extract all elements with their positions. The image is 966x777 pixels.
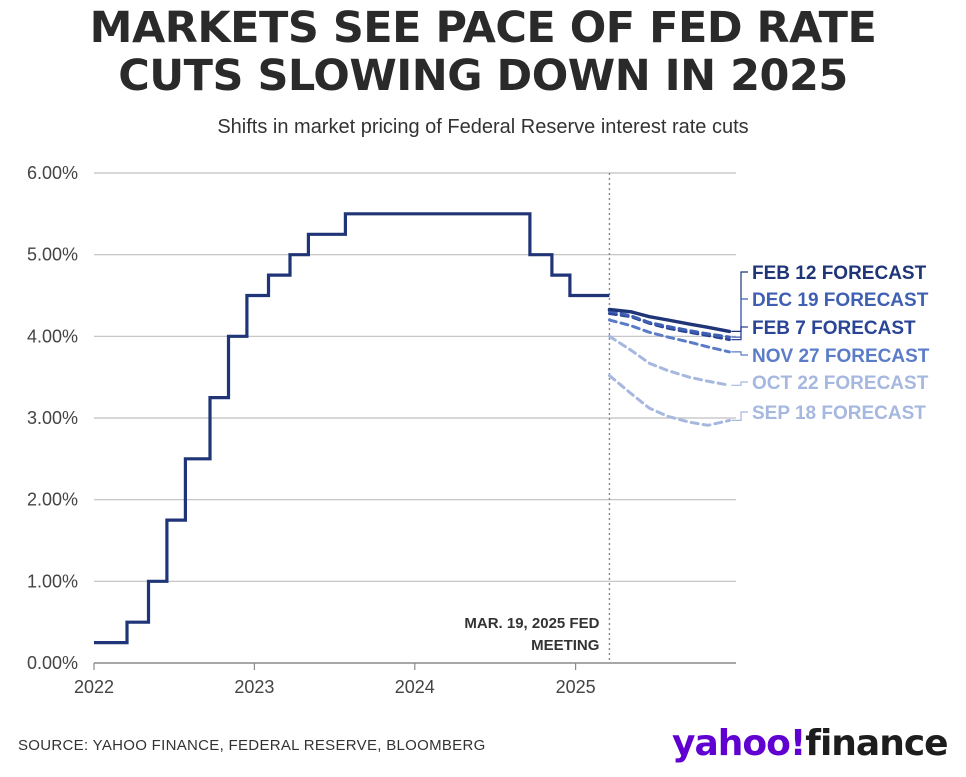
x-tick-label: 2022 bbox=[74, 677, 114, 697]
x-tick-label: 2023 bbox=[234, 677, 274, 697]
forecast-line-nov-27-forecast bbox=[607, 318, 731, 354]
forecast-line-dec-19-forecast bbox=[607, 309, 731, 339]
forecast-line-sep-18-forecast bbox=[607, 374, 731, 427]
forecast-leader-line bbox=[731, 351, 748, 356]
y-tick-label: 1.00% bbox=[27, 571, 78, 591]
forecast-leader-line bbox=[731, 411, 748, 421]
historical-fed-funds-line bbox=[94, 212, 610, 645]
chart-title: MARKETS SEE PACE OF FED RATE CUTS SLOWIN… bbox=[0, 4, 966, 100]
y-tick-label: 0.00% bbox=[27, 653, 78, 673]
forecast-leader-line bbox=[731, 298, 748, 338]
x-tick-label: 2024 bbox=[395, 677, 435, 697]
title-line-2: CUTS SLOWING DOWN IN 2025 bbox=[118, 51, 848, 101]
logo-yahoo: yahoo! bbox=[672, 723, 806, 764]
y-tick-label: 2.00% bbox=[27, 490, 78, 510]
forecast-leader-line bbox=[731, 326, 748, 341]
title-line-1: MARKETS SEE PACE OF FED RATE bbox=[89, 3, 877, 53]
y-tick-label: 5.00% bbox=[27, 245, 78, 265]
chart-subtitle: Shifts in market pricing of Federal Rese… bbox=[217, 116, 749, 138]
y-tick-label: 6.00% bbox=[27, 163, 78, 183]
y-tick-label: 4.00% bbox=[27, 326, 78, 346]
forecast-line-feb-7-forecast bbox=[607, 312, 731, 342]
forecast-label: FEB 12 FORECAST bbox=[752, 263, 927, 284]
x-tick-label: 2025 bbox=[556, 677, 596, 697]
forecast-label: DEC 19 FORECAST bbox=[752, 290, 929, 311]
forecast-label: NOV 27 FORECAST bbox=[752, 346, 930, 367]
forecast-leader-line bbox=[731, 381, 748, 386]
forecast-line-feb-12-forecast bbox=[607, 307, 732, 334]
forecast-label: FEB 7 FORECAST bbox=[752, 318, 916, 339]
fed-meeting-label: MAR. 19, 2025 FED bbox=[464, 615, 599, 632]
yahoo-finance-logo: yahoo!finance bbox=[672, 722, 949, 766]
source-note: SOURCE: YAHOO FINANCE, FEDERAL RESERVE, … bbox=[18, 737, 486, 754]
forecast-leader-line bbox=[731, 271, 748, 332]
forecast-label: SEP 18 FORECAST bbox=[752, 403, 926, 424]
forecast-line-oct-22-forecast bbox=[607, 334, 731, 387]
logo-finance: finance bbox=[805, 723, 948, 764]
forecast-label: OCT 22 FORECAST bbox=[752, 373, 929, 394]
fed-meeting-label: MEETING bbox=[531, 637, 599, 654]
y-tick-label: 3.00% bbox=[27, 408, 78, 428]
